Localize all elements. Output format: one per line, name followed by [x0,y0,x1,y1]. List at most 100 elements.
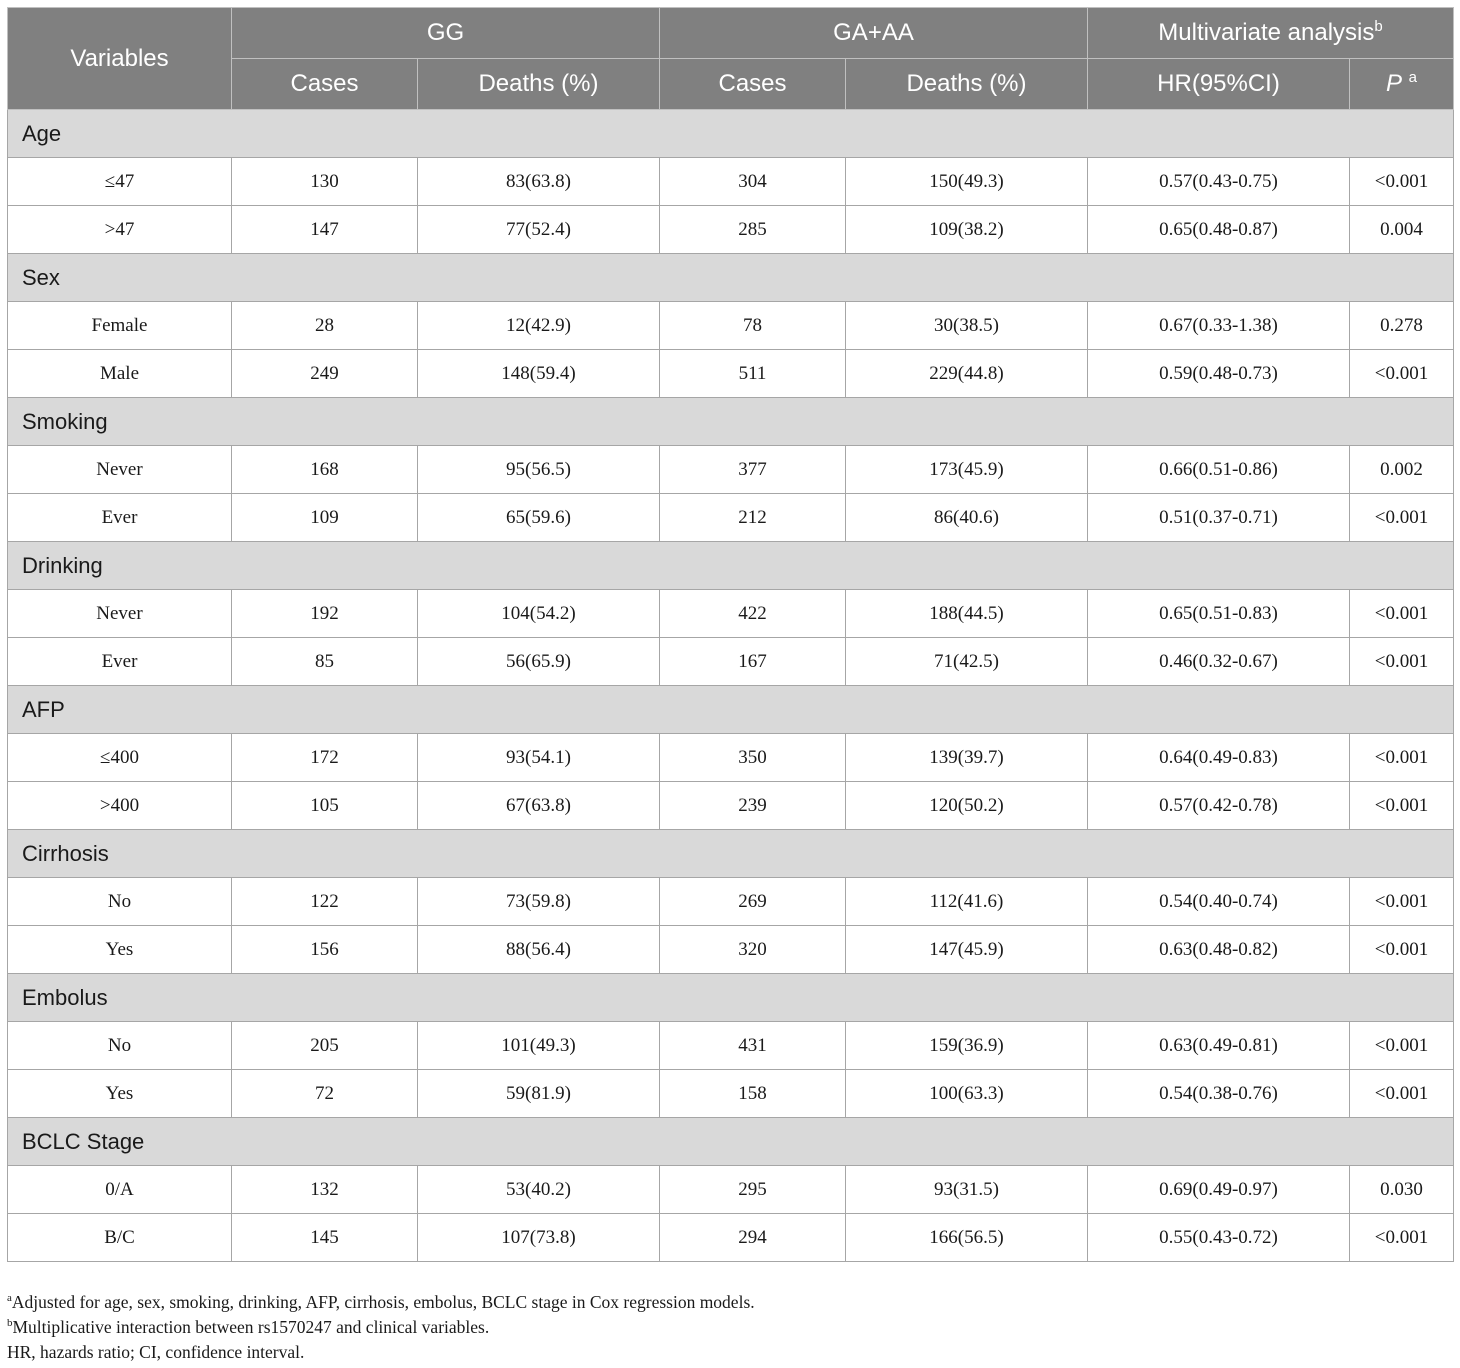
footnote-text: Adjusted for age, sex, smoking, drinking… [11,1292,755,1312]
cell-gg-deaths: 101(49.3) [417,1021,660,1070]
cell-gg-deaths: 95(56.5) [417,445,660,494]
group-title: Smoking [7,397,1454,446]
cell-ga-cases: 377 [659,445,846,494]
cell-label: No [7,877,232,926]
cell-hr: 0.46(0.32-0.67) [1087,637,1350,686]
cell-label: Yes [7,925,232,974]
table-row: Female 28 12(42.9) 78 30(38.5) 0.67(0.33-1.38… [7,301,1454,350]
cell-gg-deaths: 59(81.9) [417,1069,660,1118]
footnote: bMultiplicative interaction between rs15… [7,1315,1447,1340]
header-ga-deaths: Deaths (%) [845,58,1088,110]
cell-label: Never [7,445,232,494]
cell-gg-deaths: 56(65.9) [417,637,660,686]
cell-ga-cases: 422 [659,589,846,638]
cell-ga-deaths: 188(44.5) [845,589,1088,638]
cell-ga-deaths: 100(63.3) [845,1069,1088,1118]
cell-ga-cases: 269 [659,877,846,926]
cell-ga-deaths: 93(31.5) [845,1165,1088,1214]
cell-ga-cases: 304 [659,157,846,206]
table-row: Ever 85 56(65.9) 167 71(42.5) 0.46(0.32-0.67)… [7,637,1454,686]
group-title: Sex [7,253,1454,302]
footnote-text: Multiplicative interaction between rs157… [12,1317,490,1337]
header-gg: GG [231,7,660,59]
table-row: ≤47 130 83(63.8) 304 150(49.3) 0.57(0.43-0.75… [7,157,1454,206]
table-row: No 122 73(59.8) 269 112(41.6) 0.54(0.40-0.74)… [7,877,1454,926]
cell-gg-deaths: 88(56.4) [417,925,660,974]
group-row: Cirrhosis [7,829,1454,878]
table-row: Male 249 148(59.4) 511 229(44.8) 0.59(0.48-0.… [7,349,1454,398]
cell-ga-cases: 431 [659,1021,846,1070]
cell-hr: 0.59(0.48-0.73) [1087,349,1350,398]
table-row: >400 105 67(63.8) 239 120(50.2) 0.57(0.42-0.7… [7,781,1454,830]
footnote: HR, hazards ratio; CI, confidence interv… [7,1340,1447,1365]
cell-p: <0.001 [1349,781,1454,830]
cell-label: No [7,1021,232,1070]
cell-hr: 0.51(0.37-0.71) [1087,493,1350,542]
cell-gg-cases: 28 [231,301,418,350]
cell-gg-deaths: 104(54.2) [417,589,660,638]
cell-p: <0.001 [1349,1213,1454,1262]
cell-hr: 0.57(0.42-0.78) [1087,781,1350,830]
table-row: Never 168 95(56.5) 377 173(45.9) 0.66(0.51-0.… [7,445,1454,494]
cell-ga-cases: 239 [659,781,846,830]
cell-label: Ever [7,637,232,686]
cell-p: <0.001 [1349,157,1454,206]
cell-ga-deaths: 139(39.7) [845,733,1088,782]
cell-ga-deaths: 86(40.6) [845,493,1088,542]
header-multivariate: Multivariate analysisb [1087,7,1454,59]
table-row: ≤400 172 93(54.1) 350 139(39.7) 0.64(0.49-0.8… [7,733,1454,782]
header-p-label: P [1385,70,1402,97]
header-p-sup: a [1408,69,1418,86]
cell-gg-cases: 122 [231,877,418,926]
cell-label: >47 [7,205,232,254]
header-gg-cases: Cases [231,58,418,110]
cell-p: <0.001 [1349,1021,1454,1070]
table-row: Never 192 104(54.2) 422 188(44.5) 0.65(0.51-0… [7,589,1454,638]
group-row: Drinking [7,541,1454,590]
header-ga-aa: GA+AA [659,7,1088,59]
cell-ga-cases: 167 [659,637,846,686]
cell-ga-deaths: 147(45.9) [845,925,1088,974]
cell-label: >400 [7,781,232,830]
header-p: P a [1349,58,1454,110]
group-row: BCLC Stage [7,1117,1454,1166]
group-row: Embolus [7,973,1454,1022]
cell-hr: 0.65(0.51-0.83) [1087,589,1350,638]
cell-gg-cases: 85 [231,637,418,686]
cell-label: 0/A [7,1165,232,1214]
cell-ga-deaths: 159(36.9) [845,1021,1088,1070]
cell-ga-cases: 294 [659,1213,846,1262]
cell-gg-cases: 192 [231,589,418,638]
group-row: Smoking [7,397,1454,446]
cell-ga-deaths: 229(44.8) [845,349,1088,398]
cell-ga-cases: 212 [659,493,846,542]
footnote-mark: a [7,1292,12,1305]
cell-ga-cases: 350 [659,733,846,782]
cell-gg-cases: 145 [231,1213,418,1262]
table-row: Yes 72 59(81.9) 158 100(63.3) 0.54(0.38-0.76)… [7,1069,1454,1118]
cell-gg-cases: 156 [231,925,418,974]
header-hr: HR(95%CI) [1087,58,1350,110]
cell-label: ≤400 [7,733,232,782]
cell-p: <0.001 [1349,637,1454,686]
table-row: Yes 156 88(56.4) 320 147(45.9) 0.63(0.48-0.82… [7,925,1454,974]
cell-hr: 0.69(0.49-0.97) [1087,1165,1350,1214]
cell-ga-deaths: 112(41.6) [845,877,1088,926]
table-row: >47 147 77(52.4) 285 109(38.2) 0.65(0.48-0.87… [7,205,1454,254]
footnote-mark: b [7,1317,13,1330]
cell-hr: 0.64(0.49-0.83) [1087,733,1350,782]
cell-ga-cases: 285 [659,205,846,254]
cell-gg-cases: 172 [231,733,418,782]
cell-label: Ever [7,493,232,542]
cell-gg-deaths: 93(54.1) [417,733,660,782]
cell-gg-deaths: 12(42.9) [417,301,660,350]
group-row: AFP [7,685,1454,734]
footnote-text: HR, hazards ratio; CI, confidence interv… [7,1342,305,1362]
cell-label: Male [7,349,232,398]
table-row: No 205 101(49.3) 431 159(36.9) 0.63(0.49-0.81… [7,1021,1454,1070]
cell-hr: 0.55(0.43-0.72) [1087,1213,1350,1262]
cell-gg-deaths: 53(40.2) [417,1165,660,1214]
table-row: B/C 145 107(73.8) 294 166(56.5) 0.55(0.43-0.7… [7,1213,1454,1262]
cell-ga-cases: 295 [659,1165,846,1214]
cell-gg-deaths: 73(59.8) [417,877,660,926]
